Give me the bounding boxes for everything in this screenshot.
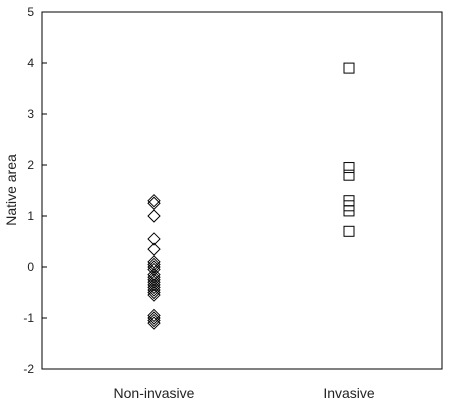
data-point-diamond xyxy=(147,275,161,290)
data-point-diamond xyxy=(147,316,161,330)
data-point-square xyxy=(343,205,355,217)
data-point-diamond xyxy=(147,196,161,210)
data-point-diamond xyxy=(147,311,161,325)
data-point-diamond xyxy=(147,278,161,292)
data-point-diamond xyxy=(147,283,161,297)
data-point-diamond xyxy=(147,285,161,300)
plot-area xyxy=(41,11,443,370)
data-point-diamond xyxy=(147,193,161,208)
y-tick-label: -2 xyxy=(23,362,34,376)
y-tick-label: -1 xyxy=(23,311,34,325)
data-point-diamond xyxy=(147,267,161,282)
y-tick-label: 1 xyxy=(27,209,34,223)
x-category-label: Invasive xyxy=(323,385,375,401)
y-tick-label: 4 xyxy=(27,56,34,70)
data-point-square xyxy=(343,62,355,74)
x-category-label: Non-invasive xyxy=(114,385,195,401)
y-axis: -2 -1 0 1 2 3 4 5 xyxy=(23,5,47,376)
data-point-diamond xyxy=(147,242,161,256)
data-point-square xyxy=(343,169,355,181)
y-tick-label: 2 xyxy=(27,158,34,172)
data-point-diamond xyxy=(147,270,161,284)
data-point-diamond xyxy=(147,232,161,246)
y-axis-label: Native area xyxy=(3,154,19,226)
data-point-diamond xyxy=(147,209,161,223)
data-point-square xyxy=(343,225,355,237)
data-point-diamond xyxy=(147,308,161,323)
data-point-diamond xyxy=(147,255,161,269)
data-point-diamond xyxy=(147,260,161,274)
data-point-square xyxy=(343,162,355,174)
data-point-diamond xyxy=(147,257,161,272)
data-point-diamond xyxy=(147,262,161,277)
data-point-diamond xyxy=(147,313,161,328)
data-point-diamond xyxy=(147,273,161,287)
y-tick-label: 0 xyxy=(27,260,34,274)
y-tick-label: 5 xyxy=(27,5,34,19)
x-axis: Non-invasive Invasive xyxy=(114,385,375,401)
data-point-diamond xyxy=(147,280,161,295)
y-tick-label: 3 xyxy=(27,107,34,121)
data-point-diamond xyxy=(147,288,161,302)
data-points xyxy=(147,62,355,330)
